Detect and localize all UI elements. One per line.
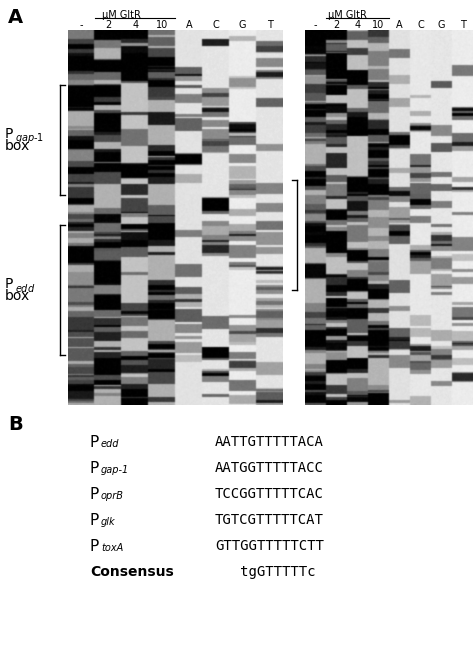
Text: AATGGTTTTTACC: AATGGTTTTTACC <box>215 461 324 475</box>
Text: P: P <box>90 513 99 528</box>
Text: Consensus: Consensus <box>90 565 174 579</box>
Text: A: A <box>8 8 23 27</box>
Text: glk: glk <box>101 517 116 527</box>
Text: P: P <box>90 435 99 450</box>
Text: 10: 10 <box>373 20 384 30</box>
Text: oprB: oprB <box>101 491 124 501</box>
Text: P: P <box>90 487 99 502</box>
Text: P: P <box>5 127 13 141</box>
Text: $\it{edd}$: $\it{edd}$ <box>15 282 36 294</box>
Text: P: P <box>90 539 99 554</box>
Text: G: G <box>239 20 246 30</box>
Text: μM GltR: μM GltR <box>102 10 141 20</box>
Text: C: C <box>212 20 219 30</box>
Text: GTTGGTTTTTCTT: GTTGGTTTTTCTT <box>215 539 324 553</box>
Text: 10: 10 <box>156 20 168 30</box>
Text: 4: 4 <box>355 20 361 30</box>
Text: μM GltR: μM GltR <box>328 10 366 20</box>
Text: 2: 2 <box>333 20 340 30</box>
Text: 2: 2 <box>105 20 111 30</box>
Text: $\it{gap}$-$\it{1}$: $\it{gap}$-$\it{1}$ <box>15 131 44 145</box>
Text: TCCGGTTTTTCAC: TCCGGTTTTTCAC <box>215 487 324 501</box>
Text: A: A <box>186 20 192 30</box>
Text: C: C <box>417 20 424 30</box>
Text: B: B <box>8 415 23 434</box>
Text: $\it{oprB}$: $\it{oprB}$ <box>247 226 271 240</box>
Text: 4: 4 <box>132 20 138 30</box>
Text: box: box <box>5 289 30 303</box>
Text: P: P <box>237 222 246 236</box>
Text: T: T <box>266 20 273 30</box>
Text: -: - <box>80 20 83 30</box>
Text: gap-1: gap-1 <box>101 465 129 475</box>
Text: P: P <box>5 277 13 291</box>
Text: P: P <box>90 461 99 476</box>
Text: AATTGTTTTTACA: AATTGTTTTTACA <box>215 435 324 449</box>
Text: tgGTTTTTc: tgGTTTTTc <box>215 565 316 579</box>
Text: A: A <box>396 20 403 30</box>
Text: T: T <box>460 20 465 30</box>
Text: G: G <box>438 20 445 30</box>
Text: -: - <box>314 20 317 30</box>
Text: box: box <box>237 236 262 250</box>
Text: edd: edd <box>101 439 119 449</box>
Text: box: box <box>5 139 30 153</box>
Text: toxA: toxA <box>101 543 123 553</box>
Text: TGTCGTTTTTCAT: TGTCGTTTTTCAT <box>215 513 324 527</box>
